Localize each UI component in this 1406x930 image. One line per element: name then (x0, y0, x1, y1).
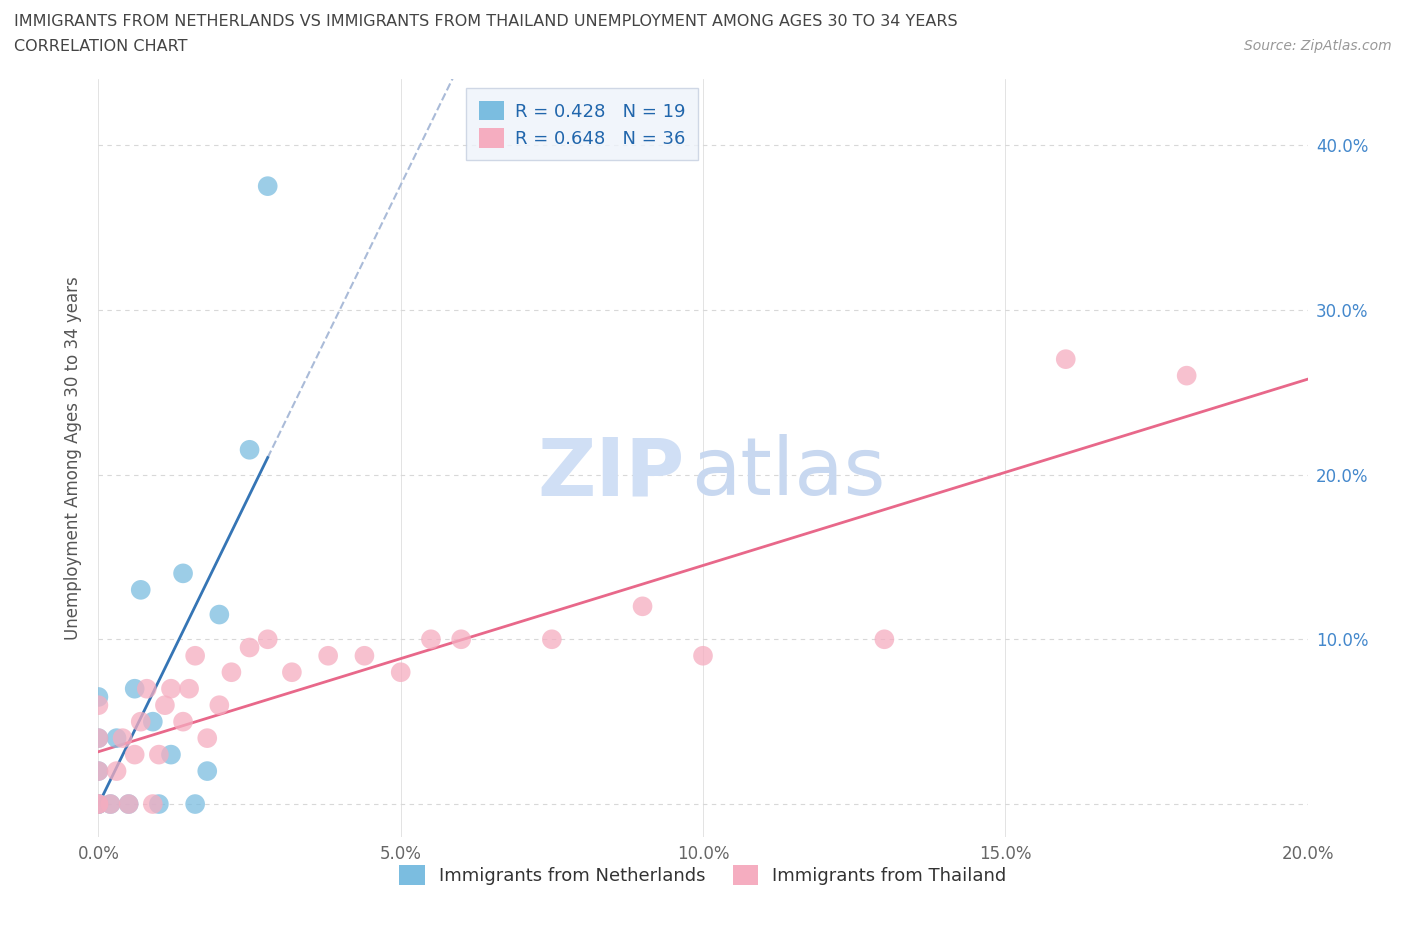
Point (195, 731, 218, 746)
Point (1054, 352, 1077, 366)
Text: IMMIGRANTS FROM NETHERLANDS VS IMMIGRANTS FROM THAILAND UNEMPLOYMENT AMONG AGES : IMMIGRANTS FROM NETHERLANDS VS IMMIGRANT… (14, 14, 957, 29)
Point (172, 714, 194, 729)
Point (389, 665, 412, 680)
Point (87, 698, 110, 712)
Point (148, 747, 170, 762)
Y-axis label: Unemployment Among Ages 30 to 34 years: Unemployment Among Ages 30 to 34 years (63, 276, 82, 640)
Point (129, 582, 152, 597)
Point (87, 764, 110, 778)
Point (540, 631, 562, 646)
Point (87, 731, 110, 746)
Point (129, 714, 152, 729)
Point (153, 698, 176, 712)
Point (100, 797, 122, 812)
Text: ZIP: ZIP (537, 434, 685, 512)
Point (118, 797, 141, 812)
Point (124, 747, 146, 762)
Point (87, 764, 110, 778)
Point (118, 797, 141, 812)
Point (105, 764, 128, 778)
Legend: Immigrants from Netherlands, Immigrants from Thailand: Immigrants from Netherlands, Immigrants … (392, 858, 1014, 893)
Text: CORRELATION CHART: CORRELATION CHART (14, 39, 187, 54)
Point (316, 648, 339, 663)
Point (87, 797, 110, 812)
Point (239, 443, 262, 458)
Point (160, 747, 183, 762)
Point (142, 797, 165, 812)
Point (87, 797, 110, 812)
Point (239, 640, 262, 655)
Text: Source: ZipAtlas.com: Source: ZipAtlas.com (1244, 39, 1392, 53)
Point (87, 731, 110, 746)
Point (353, 648, 375, 663)
Point (450, 631, 472, 646)
Point (148, 797, 170, 812)
Point (256, 179, 278, 193)
Point (692, 648, 714, 663)
Point (87, 797, 110, 812)
Point (87, 797, 110, 812)
Point (208, 607, 231, 622)
Point (172, 566, 194, 581)
Point (124, 682, 146, 697)
Point (631, 599, 654, 614)
Point (256, 631, 278, 646)
Point (135, 682, 157, 697)
Point (111, 731, 134, 746)
Point (87, 689, 110, 704)
Point (142, 714, 165, 729)
Text: atlas: atlas (690, 434, 886, 512)
Point (160, 682, 183, 697)
Point (184, 797, 207, 812)
Point (100, 797, 122, 812)
Point (208, 698, 231, 712)
Point (184, 648, 207, 663)
Point (179, 682, 201, 697)
Point (281, 665, 304, 680)
Point (1175, 368, 1198, 383)
Point (420, 631, 443, 646)
Point (195, 764, 218, 778)
Point (105, 731, 128, 746)
Point (221, 665, 243, 680)
Point (873, 631, 896, 646)
